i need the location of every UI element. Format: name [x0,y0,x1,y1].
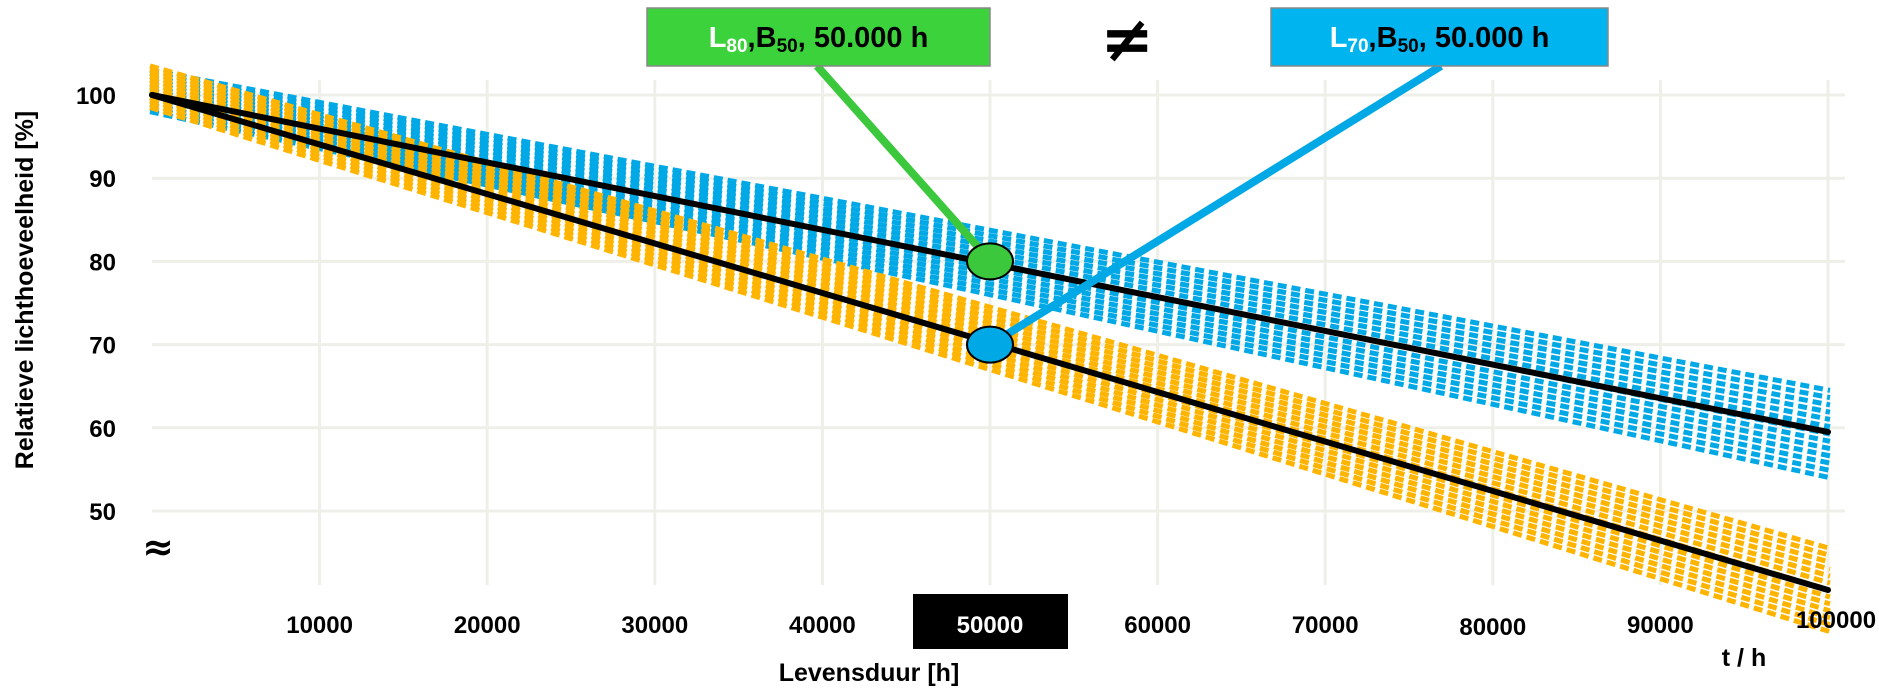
y-tick-label: 70 [89,333,116,360]
marker-1 [966,242,1014,281]
y-tick-label: 80 [89,249,116,276]
x-tick-label: 20000 [454,612,521,639]
connector-line-2 [997,62,1444,343]
y-tick-label: 100 [76,83,116,110]
band-orange-stripe [149,66,1831,558]
x-tick-label: 90000 [1627,612,1694,639]
x-tick-label: 40000 [789,612,856,639]
x-axis-title: Levensduur [h] [779,659,960,687]
marker-2 [966,325,1014,364]
x-tick-label: 60000 [1124,612,1191,639]
markers [966,242,1014,364]
band-blue-stripe [149,67,1831,393]
x-tick-label: 100000 [1796,607,1876,634]
band-orange-stripe [149,63,1831,551]
callouts: L80,B50, 50.000 h L70,B50, 50.000 h [646,7,1609,67]
callout-box-2 [1270,7,1609,67]
band-orange-stripe [149,70,1831,565]
band-blue-stripe [149,109,1831,481]
x-tick-label: 70000 [1292,612,1359,639]
x-tick-label: 10000 [286,612,353,639]
x-unit-label: t / h [1722,644,1766,672]
x-tick-label: 30000 [621,612,688,639]
y-tick-label: 90 [89,166,116,193]
band-orange-stripe [149,98,1831,621]
band-orange-stripe [149,91,1831,607]
x-tick-label-highlighted: 50000 [957,612,1024,639]
y-tick-label: 60 [89,416,116,443]
x-tick-highlight-box [913,594,1068,649]
not-equal-symbol: ≠ [1100,3,1154,77]
tick-labels: 50 60 70 80 90 100 10000 20000 30000 40000 50000 60… [76,83,1876,649]
band-orange-stripe [149,87,1831,600]
band-blue-stripe [149,102,1831,466]
callout-label-2: L70,B50, 50.000 h [1330,22,1550,57]
callout-connectors [814,62,1444,343]
y-axis-title: Relatieve lichthoeveelheid [%] [11,111,39,469]
band-blue-stripe [149,105,1831,473]
callout-box-1 [646,7,991,67]
connector-line-1 [814,63,985,255]
x-tick-label: 80000 [1459,614,1526,641]
axis-break-symbol: ≈ [142,525,174,569]
band-blue-stripe [149,74,1831,408]
y-tick-label: 50 [89,499,116,526]
band-orange-stripe [149,94,1831,614]
band-blue-stripe [149,71,1831,401]
callout-label-1: L80,B50, 50.000 h [709,22,929,57]
band-orange-stripe [149,73,1831,572]
